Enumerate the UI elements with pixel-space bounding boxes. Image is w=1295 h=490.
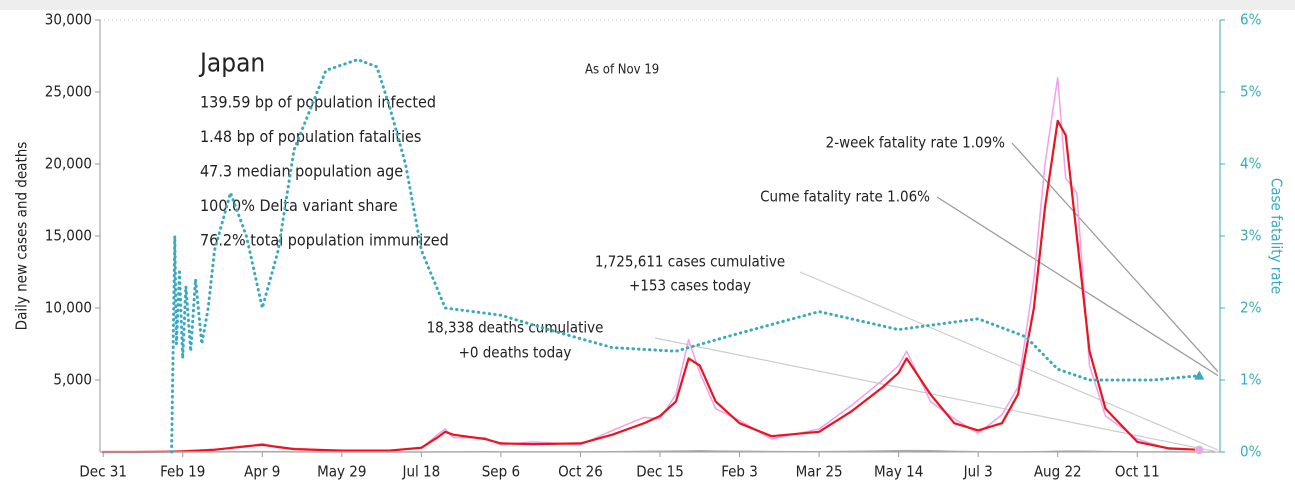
x-tick-label: Mar 25: [796, 463, 843, 481]
y-axis-label: Daily new cases and deaths: [13, 142, 31, 331]
x-tick-label: May 29: [317, 463, 366, 481]
info-line: 100.0% Delta variant share: [200, 196, 398, 215]
y2-axis-label: Case fatality rate: [1268, 178, 1286, 294]
fatality-rate-line: [170, 58, 1201, 454]
x-tick-label: Feb 19: [160, 463, 205, 481]
leader-line: [799, 271, 1219, 451]
y-tick-label: 15,000: [45, 227, 92, 245]
annotation: 18,338 deaths cumulative: [427, 319, 604, 337]
series-line: [102, 119, 1201, 454]
annotation: Cume fatality rate 1.06%: [760, 188, 930, 206]
y-tick-label: 30,000: [45, 11, 92, 29]
end-marker: [1194, 370, 1205, 380]
x-tick-label: Dec 31: [79, 463, 127, 481]
date-note: As of Nov 19: [585, 63, 659, 78]
y2-tick-label: 1%: [1240, 371, 1262, 389]
y-tick-label: 10,000: [45, 299, 92, 317]
leader-line: [936, 196, 1219, 377]
end-marker: [1194, 445, 1204, 455]
info-line: 47.3 median population age: [200, 162, 403, 181]
y2-tick-label: 4%: [1240, 155, 1262, 173]
y2-tick-label: 5%: [1240, 83, 1262, 101]
annotation: 1,725,611 cases cumulative: [595, 253, 785, 271]
leader-line: [654, 337, 1219, 453]
leader-line: [1011, 142, 1219, 373]
x-tick-label: Feb 3: [721, 463, 758, 481]
x-tick-label: Apr 9: [244, 463, 280, 481]
series-line: [102, 449, 1201, 453]
info-line: 1.48 bp of population fatalities: [200, 127, 421, 146]
annotation: +153 cases today: [629, 277, 751, 295]
x-tick-label: Aug 22: [1034, 463, 1082, 481]
y2-tick-label: 2%: [1240, 299, 1262, 317]
x-tick-label: Oct 26: [558, 463, 603, 481]
info-line: 76.2% total population immunized: [200, 231, 449, 250]
x-tick-label: Jul 18: [401, 463, 440, 481]
x-tick-label: Jul 3: [963, 463, 993, 481]
y-tick-label: 5,000: [53, 371, 92, 389]
y-tick-label: 20,000: [45, 155, 92, 173]
y-tick-label: 25,000: [45, 83, 92, 101]
y2-tick-label: 6%: [1240, 11, 1262, 29]
country-title: Japan: [198, 49, 265, 79]
annotation: +0 deaths today: [459, 344, 572, 362]
x-tick-label: Oct 11: [1115, 463, 1160, 481]
y2-tick-label: 3%: [1240, 227, 1262, 245]
x-tick-label: Dec 15: [636, 463, 684, 481]
annotation: 2-week fatality rate 1.09%: [826, 134, 1006, 152]
top-strip: [0, 0, 1295, 10]
info-line: 139.59 bp of population infected: [200, 93, 436, 112]
x-tick-label: May 14: [874, 463, 923, 481]
y2-tick-label: 0%: [1240, 443, 1262, 461]
x-tick-label: Sep 6: [482, 463, 520, 481]
